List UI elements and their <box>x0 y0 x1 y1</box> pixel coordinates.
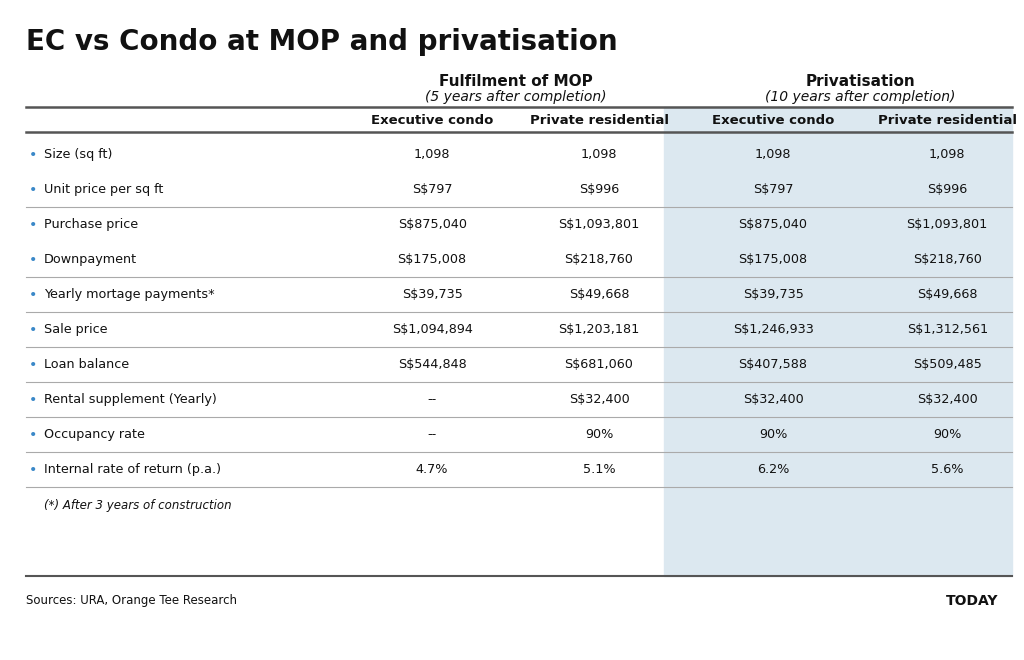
Text: --: -- <box>427 393 437 406</box>
Text: S$681,060: S$681,060 <box>564 358 634 371</box>
Text: Sale price: Sale price <box>44 323 108 336</box>
Text: •: • <box>29 428 37 442</box>
Text: •: • <box>29 253 37 267</box>
Text: S$175,008: S$175,008 <box>397 253 467 266</box>
Text: 5.6%: 5.6% <box>931 463 964 476</box>
Text: Internal rate of return (p.a.): Internal rate of return (p.a.) <box>44 463 221 476</box>
Text: Downpayment: Downpayment <box>44 253 137 266</box>
Text: Privatisation: Privatisation <box>805 74 915 89</box>
Text: Size (sq ft): Size (sq ft) <box>44 148 113 161</box>
Text: S$49,668: S$49,668 <box>916 288 978 301</box>
Text: Loan balance: Loan balance <box>44 358 129 371</box>
Text: 6.2%: 6.2% <box>757 463 790 476</box>
Text: Occupancy rate: Occupancy rate <box>44 428 145 441</box>
Text: S$996: S$996 <box>579 183 620 196</box>
Text: •: • <box>29 463 37 477</box>
Text: S$32,400: S$32,400 <box>742 393 804 406</box>
Text: S$509,485: S$509,485 <box>912 358 982 371</box>
Text: Rental supplement (Yearly): Rental supplement (Yearly) <box>44 393 217 406</box>
Text: 5.1%: 5.1% <box>583 463 615 476</box>
Text: (10 years after completion): (10 years after completion) <box>765 90 955 104</box>
Text: Yearly mortage payments*: Yearly mortage payments* <box>44 288 215 301</box>
Text: 1,098: 1,098 <box>755 148 792 161</box>
Text: S$797: S$797 <box>753 183 794 196</box>
Text: S$32,400: S$32,400 <box>916 393 978 406</box>
Text: S$1,093,801: S$1,093,801 <box>906 218 988 231</box>
Text: S$875,040: S$875,040 <box>738 218 808 231</box>
Text: Unit price per sq ft: Unit price per sq ft <box>44 183 164 196</box>
Text: 1,098: 1,098 <box>414 148 451 161</box>
Text: S$544,848: S$544,848 <box>397 358 467 371</box>
Text: Executive condo: Executive condo <box>371 114 494 127</box>
Text: S$1,203,181: S$1,203,181 <box>558 323 640 336</box>
Text: 90%: 90% <box>759 428 787 441</box>
Text: 90%: 90% <box>933 428 962 441</box>
Text: •: • <box>29 393 37 407</box>
Text: S$218,760: S$218,760 <box>564 253 634 266</box>
Text: Executive condo: Executive condo <box>712 114 835 127</box>
Text: S$1,246,933: S$1,246,933 <box>733 323 813 336</box>
Text: S$39,735: S$39,735 <box>742 288 804 301</box>
Text: Private residential: Private residential <box>529 114 669 127</box>
Text: S$797: S$797 <box>412 183 453 196</box>
Text: S$875,040: S$875,040 <box>397 218 467 231</box>
Text: •: • <box>29 288 37 302</box>
Text: S$996: S$996 <box>927 183 968 196</box>
Text: --: -- <box>427 428 437 441</box>
Text: S$32,400: S$32,400 <box>568 393 630 406</box>
Text: Fulfilment of MOP: Fulfilment of MOP <box>438 74 593 89</box>
Text: S$218,760: S$218,760 <box>912 253 982 266</box>
Text: •: • <box>29 358 37 372</box>
Text: 90%: 90% <box>585 428 613 441</box>
Text: Private residential: Private residential <box>878 114 1017 127</box>
Text: Sources: URA, Orange Tee Research: Sources: URA, Orange Tee Research <box>26 594 237 607</box>
Text: TODAY: TODAY <box>946 594 998 608</box>
Text: S$1,093,801: S$1,093,801 <box>558 218 640 231</box>
Text: S$39,735: S$39,735 <box>401 288 463 301</box>
Text: S$49,668: S$49,668 <box>568 288 630 301</box>
Text: •: • <box>29 218 37 232</box>
Text: 1,098: 1,098 <box>929 148 966 161</box>
Text: Purchase price: Purchase price <box>44 218 138 231</box>
Text: S$1,312,561: S$1,312,561 <box>906 323 988 336</box>
Text: •: • <box>29 323 37 337</box>
Text: S$1,094,894: S$1,094,894 <box>392 323 472 336</box>
Text: (*) After 3 years of construction: (*) After 3 years of construction <box>44 499 231 512</box>
Text: 1,098: 1,098 <box>581 148 617 161</box>
Text: 4.7%: 4.7% <box>416 463 449 476</box>
Text: •: • <box>29 183 37 197</box>
Text: EC vs Condo at MOP and privatisation: EC vs Condo at MOP and privatisation <box>26 28 617 55</box>
Text: (5 years after completion): (5 years after completion) <box>425 90 606 104</box>
Text: S$407,588: S$407,588 <box>738 358 808 371</box>
Text: •: • <box>29 148 37 162</box>
Text: S$175,008: S$175,008 <box>738 253 808 266</box>
